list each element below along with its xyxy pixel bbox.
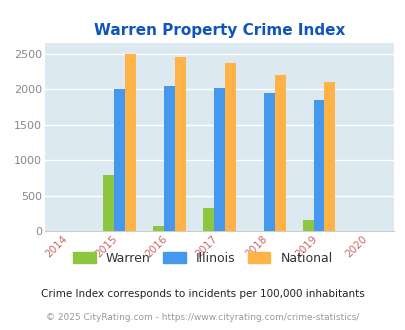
Text: Crime Index corresponds to incidents per 100,000 inhabitants: Crime Index corresponds to incidents per… (41, 289, 364, 299)
Bar (324, 82, 335, 231)
Bar (313, 100, 324, 231)
Bar (103, 175, 114, 231)
Bar (175, 57, 185, 231)
Bar (202, 208, 213, 231)
Bar (274, 75, 285, 231)
Bar (224, 63, 235, 231)
Bar (213, 88, 224, 231)
Bar (164, 86, 175, 231)
Legend: Warren, Illinois, National: Warren, Illinois, National (68, 247, 337, 270)
Bar (114, 89, 125, 231)
Bar (125, 53, 136, 231)
Title: Warren Property Crime Index: Warren Property Crime Index (93, 22, 344, 38)
Text: © 2025 CityRating.com - https://www.cityrating.com/crime-statistics/: © 2025 CityRating.com - https://www.city… (46, 313, 359, 322)
Bar (263, 93, 274, 231)
Bar (302, 220, 313, 231)
Bar (153, 226, 164, 231)
